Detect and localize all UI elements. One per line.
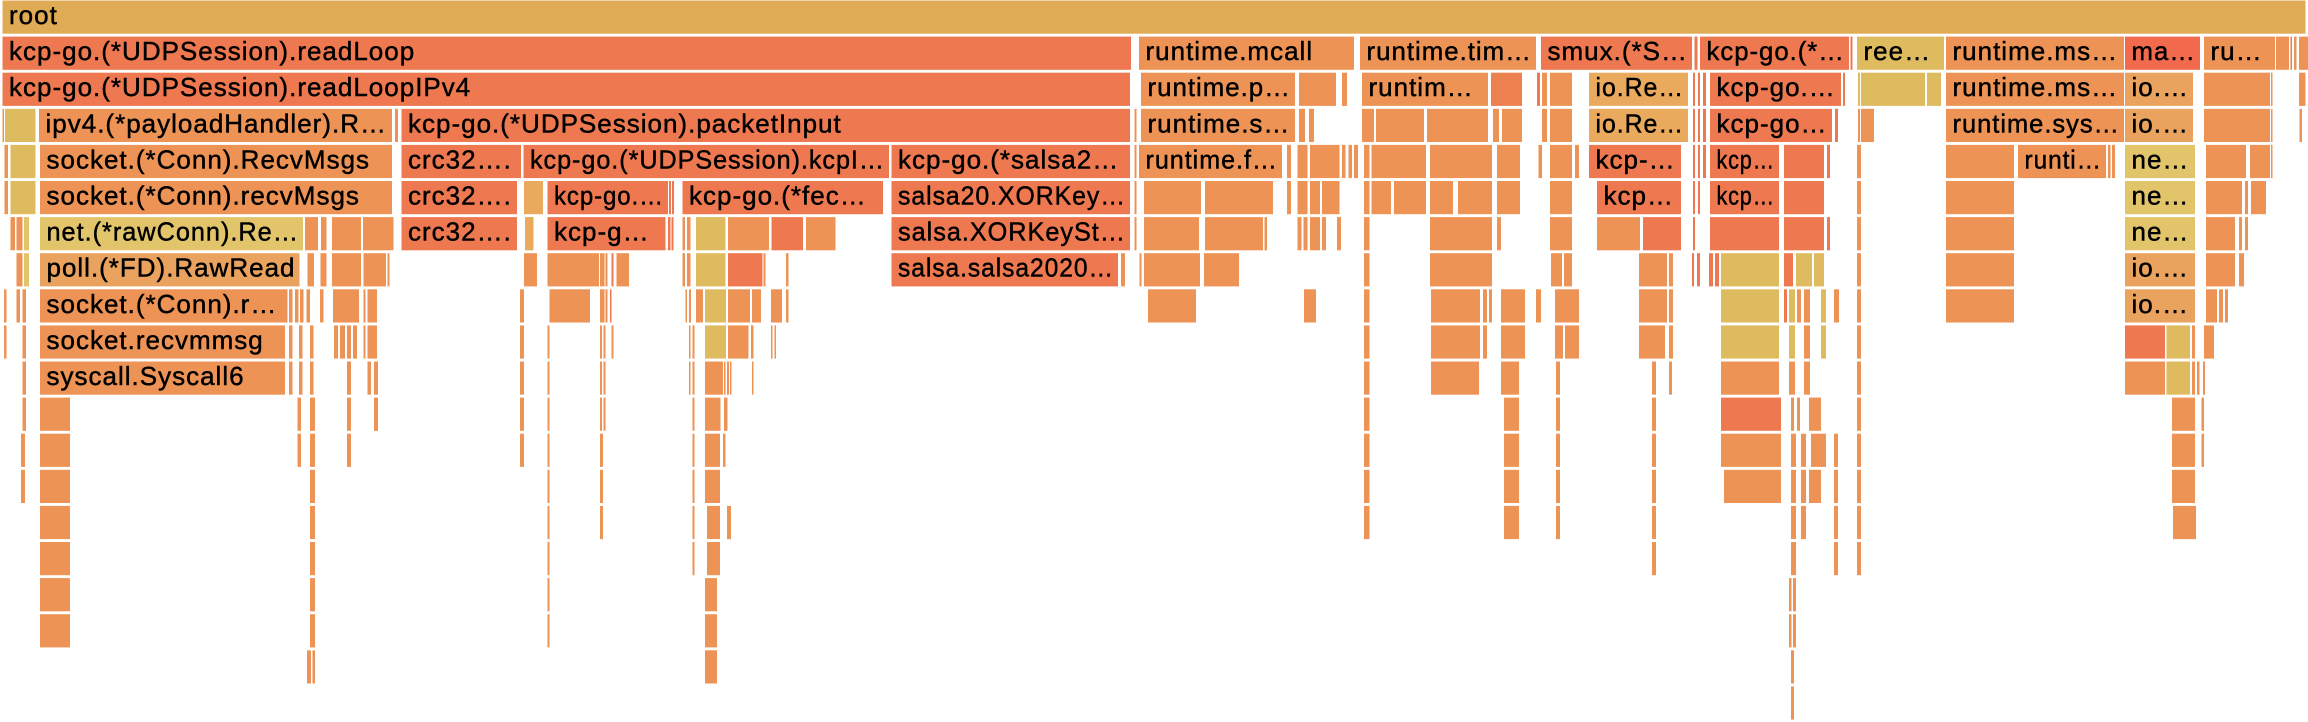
svg-text:ne…: ne… [2132,217,2190,247]
svg-text:kcp-go.(*UDPSession).readLoop: kcp-go.(*UDPSession).readLoop [9,36,415,66]
svg-text:runtime.f…: runtime.f… [1146,144,1279,174]
svg-text:kcp…: kcp… [1604,181,1674,211]
svg-text:io.…: io.… [2132,253,2189,283]
svg-text:salsa20.XORKey…: salsa20.XORKey… [898,181,1126,211]
svg-text:crc32….: crc32…. [408,217,512,247]
svg-text:kcp-go…: kcp-go… [1717,108,1828,138]
svg-text:runtime.sys…: runtime.sys… [1953,108,2121,138]
svg-text:runtime.ms…: runtime.ms… [1953,36,2119,66]
svg-text:kcp-go.…: kcp-go.… [1717,72,1836,102]
svg-text:runtime.ms…: runtime.ms… [1953,72,2119,102]
svg-text:ne…: ne… [2132,144,2190,174]
svg-text:socket.recvmmsg: socket.recvmmsg [47,325,264,355]
svg-text:kcp-go.(*salsa2…: kcp-go.(*salsa2… [898,144,1119,174]
svg-text:root: root [9,0,58,30]
svg-text:kcp-go.(*fec…: kcp-go.(*fec… [689,181,867,211]
svg-text:kcp…: kcp… [1717,144,1776,174]
svg-text:runtime.p…: runtime.p… [1148,72,1292,102]
svg-text:io.…: io.… [2132,108,2189,138]
svg-text:runtim…: runtim… [1369,72,1474,102]
svg-text:smux.(*S…: smux.(*S… [1548,36,1688,66]
svg-text:ru…: ru… [2211,36,2263,66]
svg-text:io.Re…: io.Re… [1596,108,1685,138]
svg-text:socket.(*Conn).r…: socket.(*Conn).r… [47,289,278,319]
svg-text:ipv4.(*payloadHandler).R…: ipv4.(*payloadHandler).R… [46,108,387,138]
svg-text:io.…: io.… [2132,289,2189,319]
svg-text:kcp-go.(*UDPSession).packetInp: kcp-go.(*UDPSession).packetInput [408,108,842,138]
svg-text:crc32….: crc32…. [408,181,512,211]
svg-text:ree…: ree… [1864,36,1932,66]
svg-text:kcp-go.(*…: kcp-go.(*… [1707,36,1846,66]
svg-text:runtime.mcall: runtime.mcall [1146,36,1314,66]
svg-text:syscall.Syscall6: syscall.Syscall6 [47,361,245,391]
svg-text:ne…: ne… [2132,181,2190,211]
svg-text:socket.(*Conn).RecvMsgs: socket.(*Conn).RecvMsgs [47,144,371,174]
svg-text:runtime.tim…: runtime.tim… [1367,36,1533,66]
svg-text:kcp…: kcp… [1717,181,1776,211]
svg-text:salsa.salsa2020…: salsa.salsa2020… [898,253,1114,283]
svg-text:kcp-go.(*UDPSession).kcpI…: kcp-go.(*UDPSession).kcpI… [530,144,885,174]
svg-text:kcp-go.…: kcp-go.… [554,181,664,211]
svg-text:io.Re…: io.Re… [1596,72,1685,102]
svg-text:net.(*rawConn).Re…: net.(*rawConn).Re… [47,217,300,247]
svg-text:ma…: ma… [2132,36,2197,66]
svg-text:io.…: io.… [2132,72,2189,102]
svg-text:crc32….: crc32…. [408,144,512,174]
svg-text:kcp-go.(*UDPSession).readLoopI: kcp-go.(*UDPSession).readLoopIPv4 [9,72,471,102]
svg-text:salsa.XORKeySt…: salsa.XORKeySt… [898,217,1126,247]
svg-text:kcp-g…: kcp-g… [554,217,650,247]
svg-text:poll.(*FD).RawRead: poll.(*FD).RawRead [47,253,296,283]
svg-text:runti…: runti… [2025,144,2103,174]
svg-text:runtime.s…: runtime.s… [1148,108,1291,138]
svg-text:kcp-…: kcp-… [1596,144,1676,174]
svg-text:socket.(*Conn).recvMsgs: socket.(*Conn).recvMsgs [47,181,360,211]
